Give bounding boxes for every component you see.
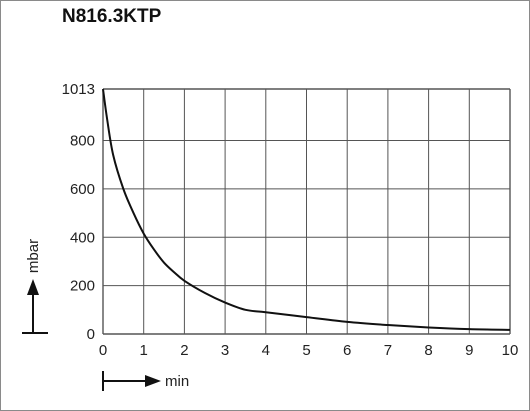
x-tick-label: 7	[384, 342, 392, 359]
y-tick-label: 0	[87, 326, 95, 343]
x-tick-label: 0	[99, 342, 107, 359]
x-tick-label: 10	[502, 342, 519, 359]
x-tick-label: 9	[465, 342, 473, 359]
x-tick-label: 5	[302, 342, 310, 359]
chart-title: N816.3KTP	[62, 6, 162, 27]
grid	[102, 88, 511, 335]
y-tick-label: 1013	[62, 81, 95, 98]
x-axis-label: min	[165, 373, 189, 390]
x-tick-labels: 0 1 2 3 4 5 6 7 8 9 10	[99, 342, 519, 359]
x-tick-label: 8	[424, 342, 432, 359]
y-tick-label: 600	[70, 181, 95, 198]
series-line	[102, 88, 511, 331]
x-axis-arrow-icon	[102, 371, 161, 391]
y-tick-label: 400	[70, 229, 95, 246]
y-tick-labels: 0 200 400 600 800 1013	[62, 81, 95, 343]
x-tick-label: 1	[140, 342, 148, 359]
y-tick-label: 200	[70, 278, 95, 295]
y-axis-arrow-icon	[22, 279, 48, 334]
x-tick-label: 2	[180, 342, 188, 359]
x-tick-label: 4	[262, 342, 270, 359]
x-tick-label: 3	[221, 342, 229, 359]
x-tick-label: 6	[343, 342, 351, 359]
y-tick-label: 800	[70, 133, 95, 150]
y-axis-label: mbar	[25, 239, 42, 273]
